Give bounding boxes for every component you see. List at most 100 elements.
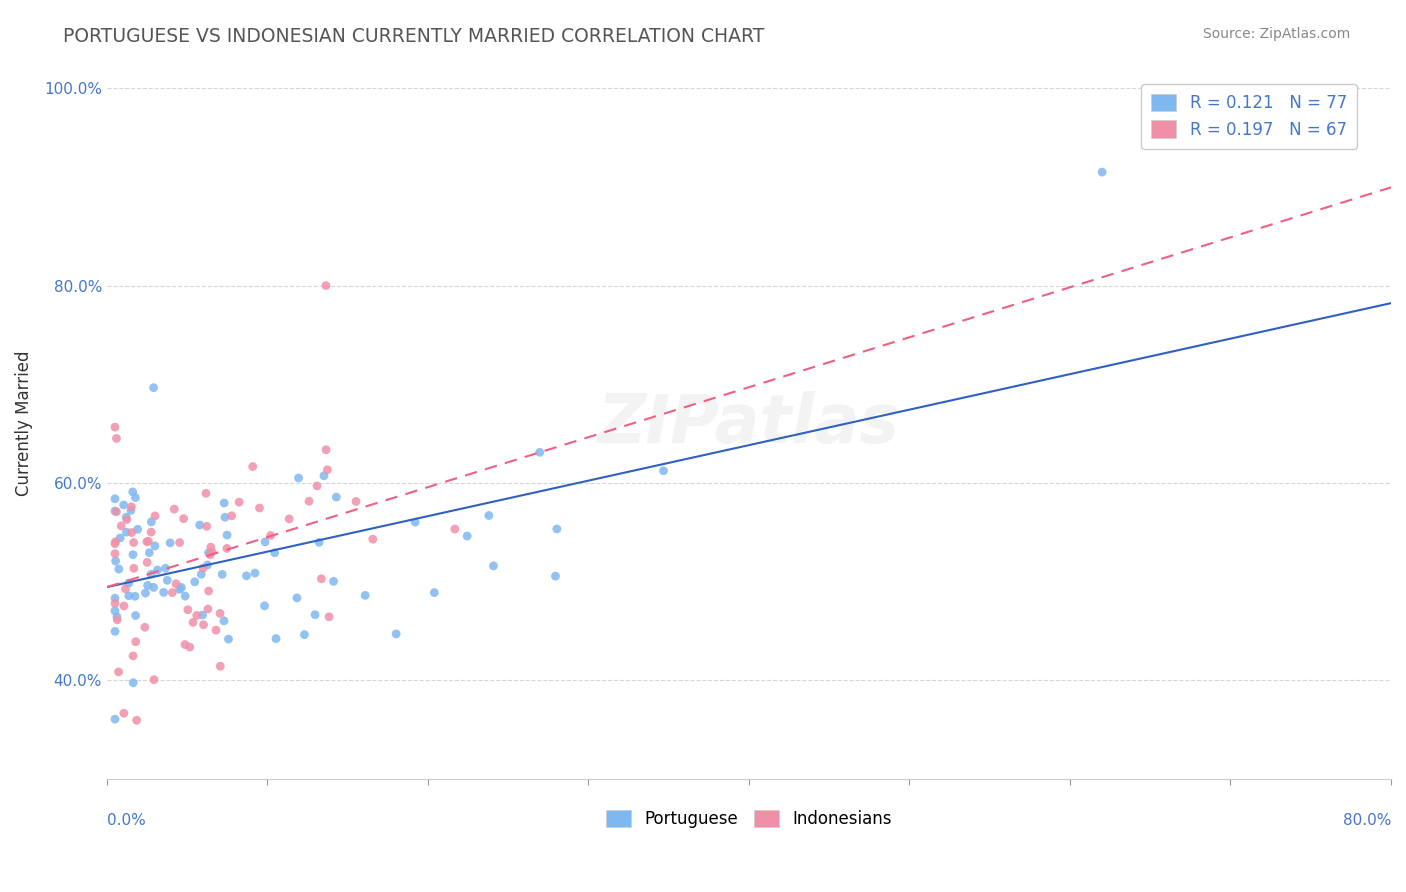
Portuguese [423, 585, 446, 599]
Portuguese [197, 558, 219, 572]
Legend: Portuguese, Indonesians: Portuguese, Indonesians [599, 803, 898, 835]
Indonesians [136, 555, 159, 569]
Portuguese [529, 445, 551, 459]
Indonesians [107, 665, 129, 679]
Portuguese [264, 632, 287, 646]
Indonesians [221, 508, 243, 523]
Indonesians [191, 561, 214, 575]
Indonesians [361, 532, 384, 546]
Portuguese [155, 561, 177, 575]
Indonesians [344, 494, 367, 508]
Portuguese [308, 535, 330, 549]
Portuguese [138, 546, 160, 560]
Indonesians [179, 640, 201, 654]
Portuguese [1091, 165, 1114, 179]
Indonesians [169, 535, 191, 549]
Indonesians [105, 505, 128, 519]
Portuguese [254, 535, 277, 549]
Portuguese [170, 581, 193, 595]
Portuguese [456, 529, 478, 543]
Y-axis label: Currently Married: Currently Married [15, 351, 32, 497]
Indonesians [112, 599, 135, 613]
Portuguese [108, 531, 131, 545]
Portuguese [141, 515, 163, 529]
Portuguese [104, 591, 127, 606]
Indonesians [120, 500, 142, 514]
Portuguese [120, 503, 142, 517]
Portuguese [121, 484, 143, 499]
Portuguese [312, 468, 335, 483]
Indonesians [139, 525, 162, 540]
Indonesians [110, 519, 132, 533]
Portuguese [304, 607, 326, 622]
Text: Source: ZipAtlas.com: Source: ZipAtlas.com [1202, 27, 1350, 41]
Portuguese [146, 563, 169, 577]
Portuguese [143, 539, 166, 553]
Portuguese [191, 608, 214, 623]
Portuguese [235, 569, 257, 583]
Portuguese [152, 585, 174, 599]
Text: 0.0%: 0.0% [107, 814, 146, 829]
Portuguese [122, 548, 145, 562]
Portuguese [104, 712, 127, 726]
Indonesians [135, 534, 157, 549]
Text: 80.0%: 80.0% [1343, 814, 1391, 829]
Indonesians [259, 528, 281, 542]
Indonesians [134, 620, 156, 634]
Portuguese [287, 471, 309, 485]
Portuguese [652, 464, 675, 478]
Indonesians [298, 494, 321, 508]
Portuguese [478, 508, 501, 523]
Portuguese [118, 576, 141, 591]
Portuguese [104, 504, 127, 518]
Indonesians [311, 572, 333, 586]
Indonesians [173, 511, 195, 525]
Portuguese [159, 536, 181, 550]
Indonesians [125, 713, 148, 727]
Portuguese [105, 610, 128, 624]
Indonesians [122, 648, 145, 663]
Indonesians [278, 512, 301, 526]
Indonesians [242, 459, 264, 474]
Portuguese [174, 589, 197, 603]
Portuguese [354, 588, 377, 602]
Text: ZIPatlas: ZIPatlas [598, 391, 900, 457]
Indonesians [177, 603, 200, 617]
Portuguese [212, 614, 235, 628]
Indonesians [121, 525, 143, 540]
Indonesians [105, 613, 128, 627]
Portuguese [141, 567, 163, 582]
Indonesians [138, 534, 160, 549]
Indonesians [114, 582, 136, 596]
Indonesians [197, 584, 219, 599]
Indonesians [104, 547, 127, 561]
Portuguese [115, 525, 138, 540]
Indonesians [209, 659, 232, 673]
Portuguese [197, 546, 219, 560]
Portuguese [217, 528, 239, 542]
Portuguese [104, 604, 127, 618]
Indonesians [194, 486, 217, 500]
Portuguese [253, 599, 276, 613]
Portuguese [263, 546, 285, 560]
Portuguese [124, 608, 146, 623]
Portuguese [190, 567, 212, 582]
Portuguese [104, 554, 127, 568]
Indonesians [105, 432, 128, 446]
Indonesians [104, 537, 127, 551]
Portuguese [322, 574, 344, 589]
Indonesians [228, 495, 250, 509]
Indonesians [104, 534, 127, 549]
Indonesians [143, 508, 166, 523]
Portuguese [212, 496, 235, 510]
Portuguese [404, 515, 426, 529]
Portuguese [142, 381, 165, 395]
Indonesians [318, 609, 340, 624]
Portuguese [122, 675, 145, 690]
Portuguese [104, 491, 127, 506]
Indonesians [209, 607, 232, 621]
Indonesians [193, 617, 215, 632]
Indonesians [195, 519, 218, 533]
Indonesians [163, 502, 186, 516]
Portuguese [285, 591, 308, 605]
